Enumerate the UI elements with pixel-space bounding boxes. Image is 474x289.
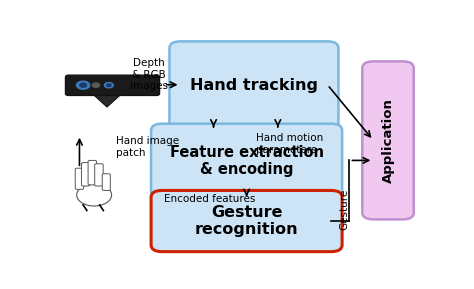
Circle shape [92,83,100,87]
FancyBboxPatch shape [151,124,342,198]
Text: Depth
& RGB
images: Depth & RGB images [130,58,168,91]
FancyBboxPatch shape [151,190,342,252]
Text: Hand tracking: Hand tracking [190,78,318,93]
Polygon shape [92,94,122,107]
Text: Hand motion
parameters: Hand motion parameters [256,133,323,155]
FancyBboxPatch shape [88,160,97,185]
Ellipse shape [77,184,111,206]
FancyBboxPatch shape [362,61,414,219]
Circle shape [107,84,111,86]
FancyBboxPatch shape [95,164,103,186]
FancyBboxPatch shape [102,174,110,190]
FancyBboxPatch shape [170,41,338,130]
FancyBboxPatch shape [75,168,84,189]
Text: Encoded features: Encoded features [164,194,255,204]
Circle shape [104,83,113,88]
FancyBboxPatch shape [82,163,90,186]
Text: Gesture
recognition: Gesture recognition [195,205,299,237]
Circle shape [76,81,90,89]
Text: Gesture: Gesture [339,189,349,230]
Text: Hand image
patch: Hand image patch [116,136,179,158]
Circle shape [80,83,86,87]
FancyBboxPatch shape [65,75,160,95]
Text: Feature extraction
& encoding: Feature extraction & encoding [170,145,324,177]
Text: Application: Application [382,98,394,183]
